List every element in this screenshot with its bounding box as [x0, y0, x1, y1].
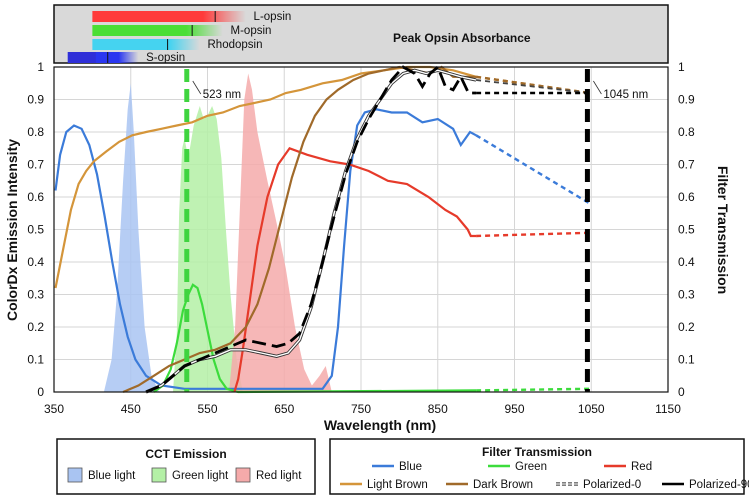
- x-tick-label: 850: [428, 402, 448, 416]
- marker-leader-523-nm: [192, 80, 202, 95]
- legend-label-green: Green: [515, 461, 547, 473]
- legend-filter: Filter Transmission Blue Green Red Light Br…: [329, 438, 749, 495]
- y2-tick-label: 1: [678, 60, 685, 74]
- transmission-line-green-extension: [476, 387, 590, 392]
- legend-label-blue-light: Blue light: [88, 470, 136, 482]
- x-tick-label: 350: [44, 402, 64, 416]
- opsin-bar-m-opsin: [92, 25, 223, 36]
- x-tick-label: 450: [121, 402, 141, 416]
- opsin-label-m-opsin: M-opsin: [231, 25, 272, 37]
- x-tick-label: 1050: [578, 402, 605, 416]
- y-tick-label: 0.5: [27, 223, 44, 237]
- x-axis-title: Wavelength (nm): [324, 417, 436, 433]
- emission-fills: [103, 73, 332, 393]
- legend-emission: CCT Emission Blue light Green light Red li…: [56, 438, 316, 495]
- y2-tick-label: 0.5: [678, 223, 695, 237]
- legend-label-blue: Blue: [399, 461, 422, 473]
- opsin-label-l-opsin: L-opsin: [254, 11, 292, 23]
- opsin-label-rhodopsin: Rhodopsin: [208, 39, 263, 51]
- transmission-line-blue-extension: [475, 134, 591, 205]
- legend-swatch-green-light: [151, 467, 167, 483]
- legend-filter-title: Filter Transmission: [482, 445, 592, 459]
- marker-leader-1045-nm: [593, 80, 602, 95]
- y2-tick-label: 0: [678, 385, 685, 399]
- legend-swatch-red-light: [235, 467, 251, 483]
- y-tick-label: 0.1: [27, 353, 44, 367]
- transmission-line-red: [233, 146, 477, 393]
- legend-label-light-brown: Light Brown: [367, 479, 428, 491]
- opsin-bar-core-s-opsin: [67, 52, 96, 63]
- x-tick-label: 650: [274, 402, 294, 416]
- x-tick-label: 1150: [655, 402, 681, 416]
- y-tick-label: 0.4: [27, 255, 44, 269]
- y2-tick-label: 0.1: [678, 353, 695, 367]
- y2-tick-label: 0.6: [678, 190, 695, 204]
- x-tick-label: 750: [351, 402, 371, 416]
- y-axis-title: ColorDx Emission Intensity: [4, 139, 20, 321]
- y2-tick-label: 0.2: [678, 320, 695, 334]
- legend-swatch-blue-light: [67, 467, 83, 483]
- y-tick-label: 0.8: [27, 125, 44, 139]
- y-tick-label: 0.3: [27, 288, 44, 302]
- y-tick-label: 0.9: [27, 93, 44, 107]
- y2-tick-label: 0.4: [678, 255, 695, 269]
- transmission-line-green: [153, 283, 477, 394]
- emission-area-red-light: [229, 73, 332, 392]
- y2-axis-title: Filter Transmission: [715, 166, 731, 294]
- emission-area-green-light: [173, 106, 243, 392]
- opsin-label-s-opsin: S-opsin: [146, 52, 185, 64]
- y-tick-label: 0.7: [27, 158, 44, 172]
- opsin-bar-l-opsin: [92, 11, 246, 22]
- transmission-line-dark-brown-extension: [475, 75, 590, 95]
- legend-emission-box: [56, 438, 316, 495]
- y-tick-label: 0.6: [27, 190, 44, 204]
- legend-label-green-light: Green light: [172, 470, 229, 482]
- legend-label-red-light: Red light: [256, 470, 302, 482]
- y-tick-label: 0: [37, 385, 44, 399]
- legend-label-red: Red: [631, 461, 652, 473]
- transmission-line-blue: [54, 108, 477, 390]
- emission-area-blue-light: [103, 83, 160, 393]
- legend-label-polarized-0: Polarized-0: [583, 479, 641, 491]
- y2-tick-label: 0.3: [678, 288, 695, 302]
- opsin-bar-s-opsin: [67, 52, 139, 63]
- x-tick-label: 950: [504, 402, 524, 416]
- transmission-lines: [54, 64, 591, 394]
- legend-label-polarized-90: Polarized-90: [689, 479, 749, 491]
- axis-ticks: 350 450 550 650 750 850 950 1050 1150 0 0 0.1 0.1 0.2…: [27, 60, 695, 416]
- plot-frame: [53, 66, 669, 393]
- transmission-line-red-extension: [476, 231, 590, 238]
- legend-emission-title: CCT Emission: [145, 447, 226, 461]
- transmission-line-polarized-0-extension: [475, 79, 590, 94]
- y-tick-label: 1: [37, 60, 44, 74]
- y2-tick-label: 0.8: [678, 125, 695, 139]
- x-tick-label: 550: [197, 402, 217, 416]
- y-tick-label: 0.2: [27, 320, 44, 334]
- opsin-panel-title: Peak Opsin Absorbance: [393, 31, 531, 45]
- legend-label-dark-brown: Dark Brown: [473, 479, 533, 491]
- opsin-bar-rhodopsin: [92, 39, 200, 50]
- y2-tick-label: 0.9: [678, 93, 695, 107]
- y2-tick-label: 0.7: [678, 158, 695, 172]
- marker-label-1045-nm: 1045 nm: [603, 89, 648, 101]
- opsin-panel: L-opsin M-opsin Rhodopsin S-opsin Peak Opsi…: [53, 4, 669, 64]
- marker-label-523-nm: 523 nm: [203, 89, 241, 101]
- wavelength-markers: 523 nm 1045 nm: [184, 69, 648, 392]
